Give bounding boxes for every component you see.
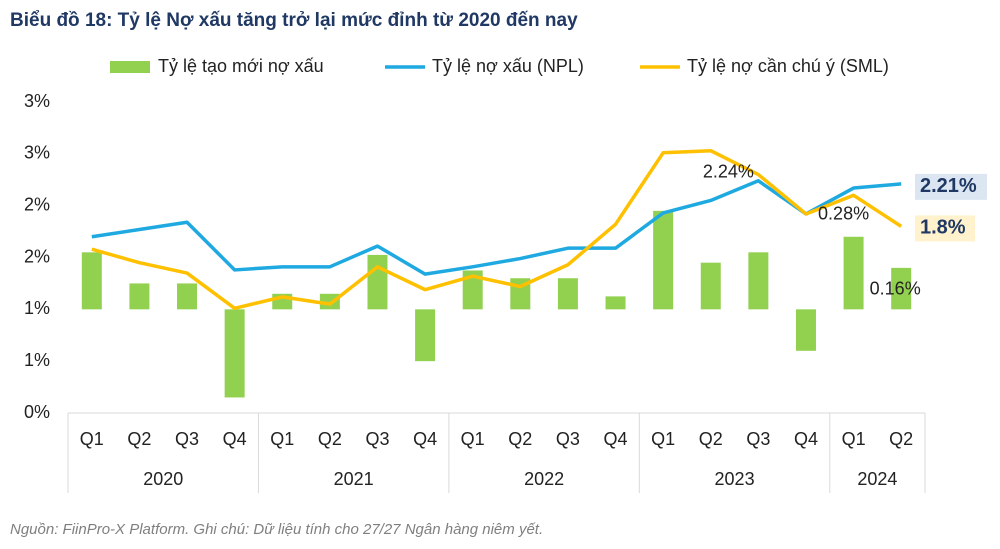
bar [748,252,769,310]
bar [700,262,721,310]
x-tick-label: Q2 [508,429,532,449]
group-label: 2023 [715,469,755,489]
y-tick-label: 1% [24,350,50,370]
bar [843,236,864,310]
footnote: Nguồn: FiinPro-X Platform. Ghi chú: Dữ l… [10,521,543,538]
x-tick-label: Q1 [842,429,866,449]
legend-label: Tỷ lệ nợ cần chú ý (SML) [687,56,889,76]
group-label: 2020 [143,469,183,489]
x-tick-label: Q4 [223,429,247,449]
x-tick-label: Q2 [127,429,151,449]
x-tick-label: Q2 [699,429,723,449]
y-tick-label: 2% [24,194,50,214]
y-tick-label: 3% [24,91,50,111]
group-label: 2021 [334,469,374,489]
data-label: 2.21% [920,175,977,197]
x-tick-label: Q4 [604,429,628,449]
chart-title: Biểu đồ 18: Tỷ lệ Nợ xấu tăng trở lại mứ… [10,10,578,31]
legend-label: Tỷ lệ tạo mới nợ xấu [158,56,324,76]
x-tick-label: Q1 [270,429,294,449]
data-label: 1.8% [920,217,966,239]
bar [177,283,198,310]
label-box [915,215,975,242]
bar [319,293,340,310]
x-tick-label: Q1 [461,429,485,449]
label-box [915,173,987,200]
line [91,148,903,311]
bar [557,278,578,310]
bar [415,309,436,362]
bar [605,296,626,310]
data-label: 0.28% [818,204,869,224]
y-tick-label: 0% [24,402,50,422]
bar [81,252,102,310]
x-tick-label: Q3 [175,429,199,449]
x-tick-label: Q1 [651,429,675,449]
line [91,179,902,276]
bar [462,270,483,310]
bar [891,267,912,310]
y-tick-label: 2% [24,246,50,266]
bar [795,309,816,351]
x-tick-label: Q2 [889,429,913,449]
x-tick-label: Q3 [746,429,770,449]
group-label: 2024 [857,469,897,489]
y-tick-label: 1% [24,298,50,318]
bar [129,283,150,310]
data-label: 2.24% [703,162,754,182]
group-label: 2022 [524,469,564,489]
x-tick-label: Q2 [318,429,342,449]
x-tick-label: Q1 [80,429,104,449]
data-label: 0.16% [870,279,921,299]
y-tick-label: 3% [24,143,50,163]
legend-label: Tỷ lệ nợ xấu (NPL) [432,56,584,76]
x-tick-label: Q3 [556,429,580,449]
legend-swatch [110,61,150,73]
bar [224,309,245,398]
bar [367,254,388,310]
x-tick-label: Q3 [365,429,389,449]
bar [653,210,674,310]
x-tick-label: Q4 [413,429,437,449]
x-tick-label: Q4 [794,429,818,449]
